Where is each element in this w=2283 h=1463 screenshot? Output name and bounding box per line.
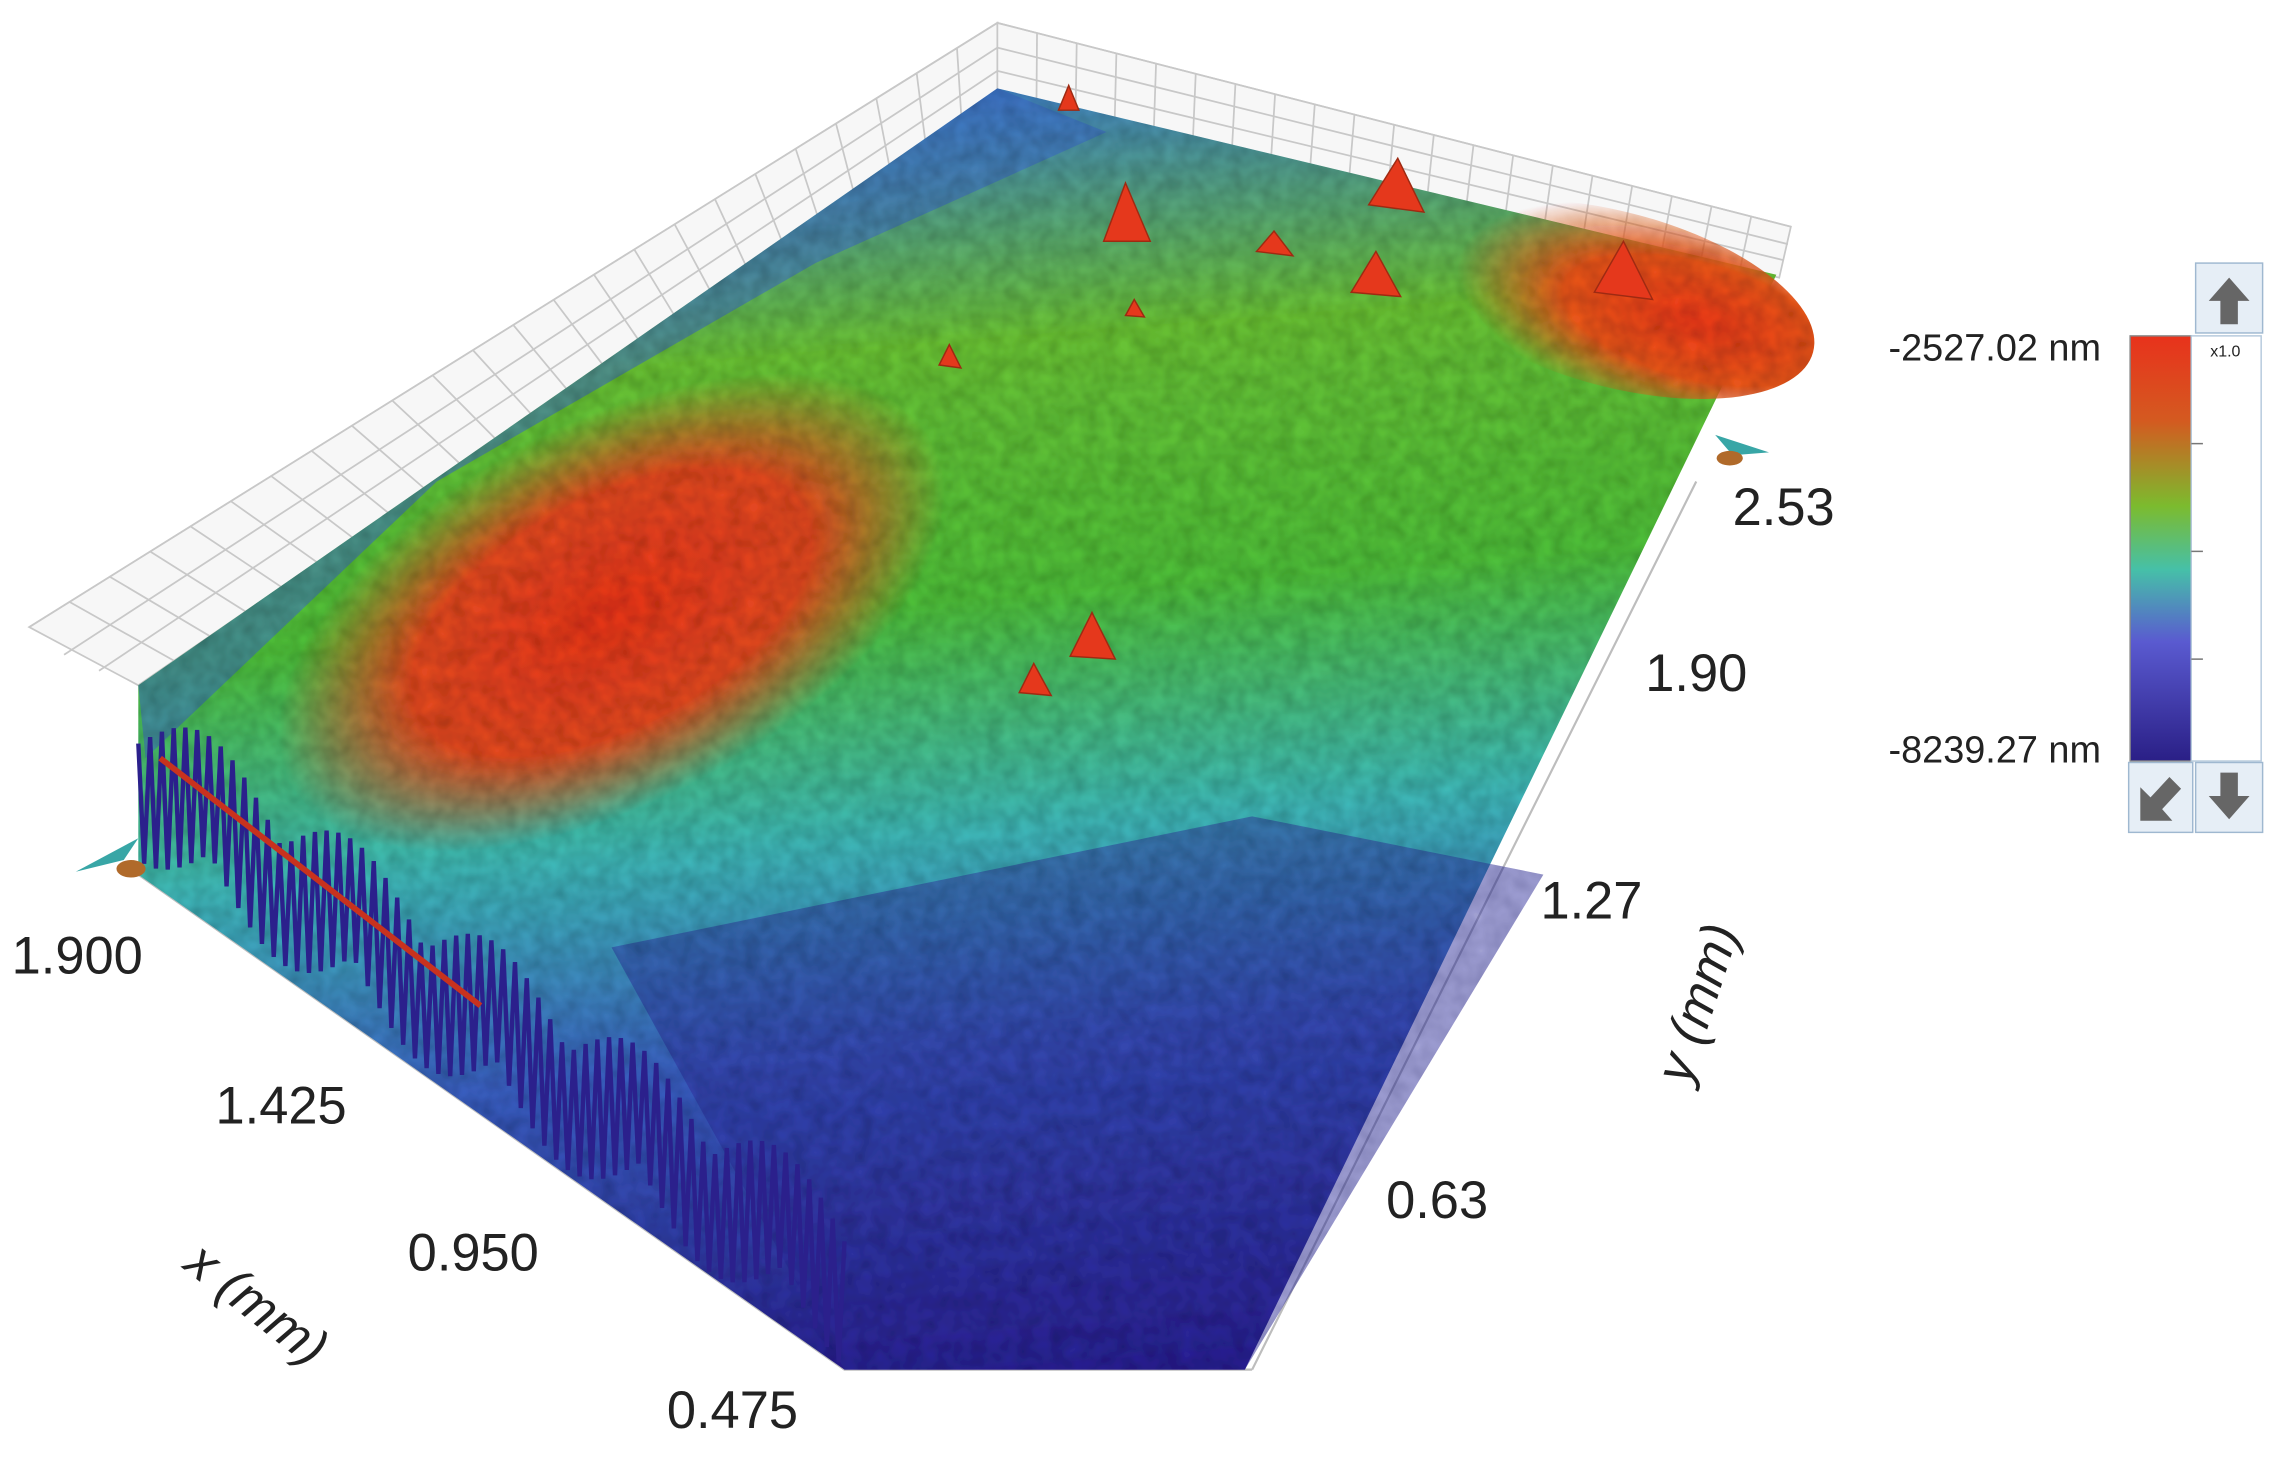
x-axis-label: x (mm)	[172, 1230, 339, 1378]
wall-grid-line	[754, 173, 784, 244]
wall-grid-line	[1191, 73, 1197, 142]
colorbar: x1.0 -2527.02 nm -8239.27 nm	[1889, 262, 2264, 834]
y-tick-label: 1.90	[1645, 645, 1747, 703]
x-tick-label: 0.475	[667, 1382, 798, 1440]
wall-grid-line	[149, 550, 247, 613]
rotation-handle[interactable]	[1715, 434, 1770, 466]
wall-grid-line	[593, 274, 641, 342]
colorbar-reset-button[interactable]	[2127, 761, 2194, 834]
wall-grid-line	[1231, 83, 1237, 151]
colorbar-up-button[interactable]	[2194, 262, 2264, 334]
wall-grid-line	[552, 299, 605, 367]
rotation-handle[interactable]	[75, 838, 146, 878]
wall-grid-line	[472, 349, 533, 416]
colorbar-scale	[2129, 335, 2193, 762]
surface-front-edge	[136, 727, 847, 1363]
wall-grid-line	[69, 601, 175, 662]
surface-peaks	[938, 83, 1654, 697]
wall-grid-line	[1309, 104, 1316, 169]
wall-grid-line	[190, 525, 282, 588]
wall-grid-line	[673, 223, 712, 293]
wall-grid-line	[1035, 33, 1038, 105]
wall-grid-line	[431, 374, 497, 441]
wall-grid-line	[1152, 63, 1157, 133]
x-tick-label: 1.900	[12, 928, 143, 986]
wall-grid-line	[109, 575, 211, 637]
wall-grid-line	[230, 500, 318, 564]
wall-grid-line	[351, 425, 426, 490]
wall-grid-line	[1348, 114, 1356, 178]
wall-grid-line	[512, 324, 569, 392]
wall-grid-line	[310, 450, 390, 515]
wall-grid-line	[633, 248, 676, 318]
wall-grid-line	[1426, 134, 1435, 196]
wall-grid-line	[915, 73, 927, 145]
wall-grid-line	[956, 47, 963, 121]
wall-grid-line	[794, 148, 820, 219]
wall-grid-line	[270, 475, 354, 539]
wall-grid-line	[391, 399, 462, 465]
colorbar-min-label: -8239.27 nm	[1889, 729, 2101, 771]
surface	[138, 88, 1815, 1370]
y-tick-label: 0.63	[1386, 1172, 1488, 1230]
wall-grid-line	[1113, 53, 1118, 123]
wall-grid-line	[875, 98, 891, 170]
x-tick-label: 0.950	[408, 1225, 539, 1283]
x-tick-label: 1.425	[215, 1078, 346, 1136]
y-axis-label: y (mm)	[1644, 916, 1750, 1092]
colorbar-down-button[interactable]	[2194, 761, 2264, 834]
colorbar-zoom: x1.0	[2210, 343, 2240, 360]
colorbar-max-label: -2527.02 nm	[1889, 328, 2101, 370]
wall-grid-line	[1465, 145, 1475, 205]
wall-grid-line	[1270, 94, 1276, 160]
wall-grid-line	[714, 198, 748, 268]
wall-grid-line	[835, 123, 856, 195]
y-tick-label: 2.53	[1733, 479, 1835, 537]
y-tick-label: 1.27	[1540, 872, 1642, 930]
